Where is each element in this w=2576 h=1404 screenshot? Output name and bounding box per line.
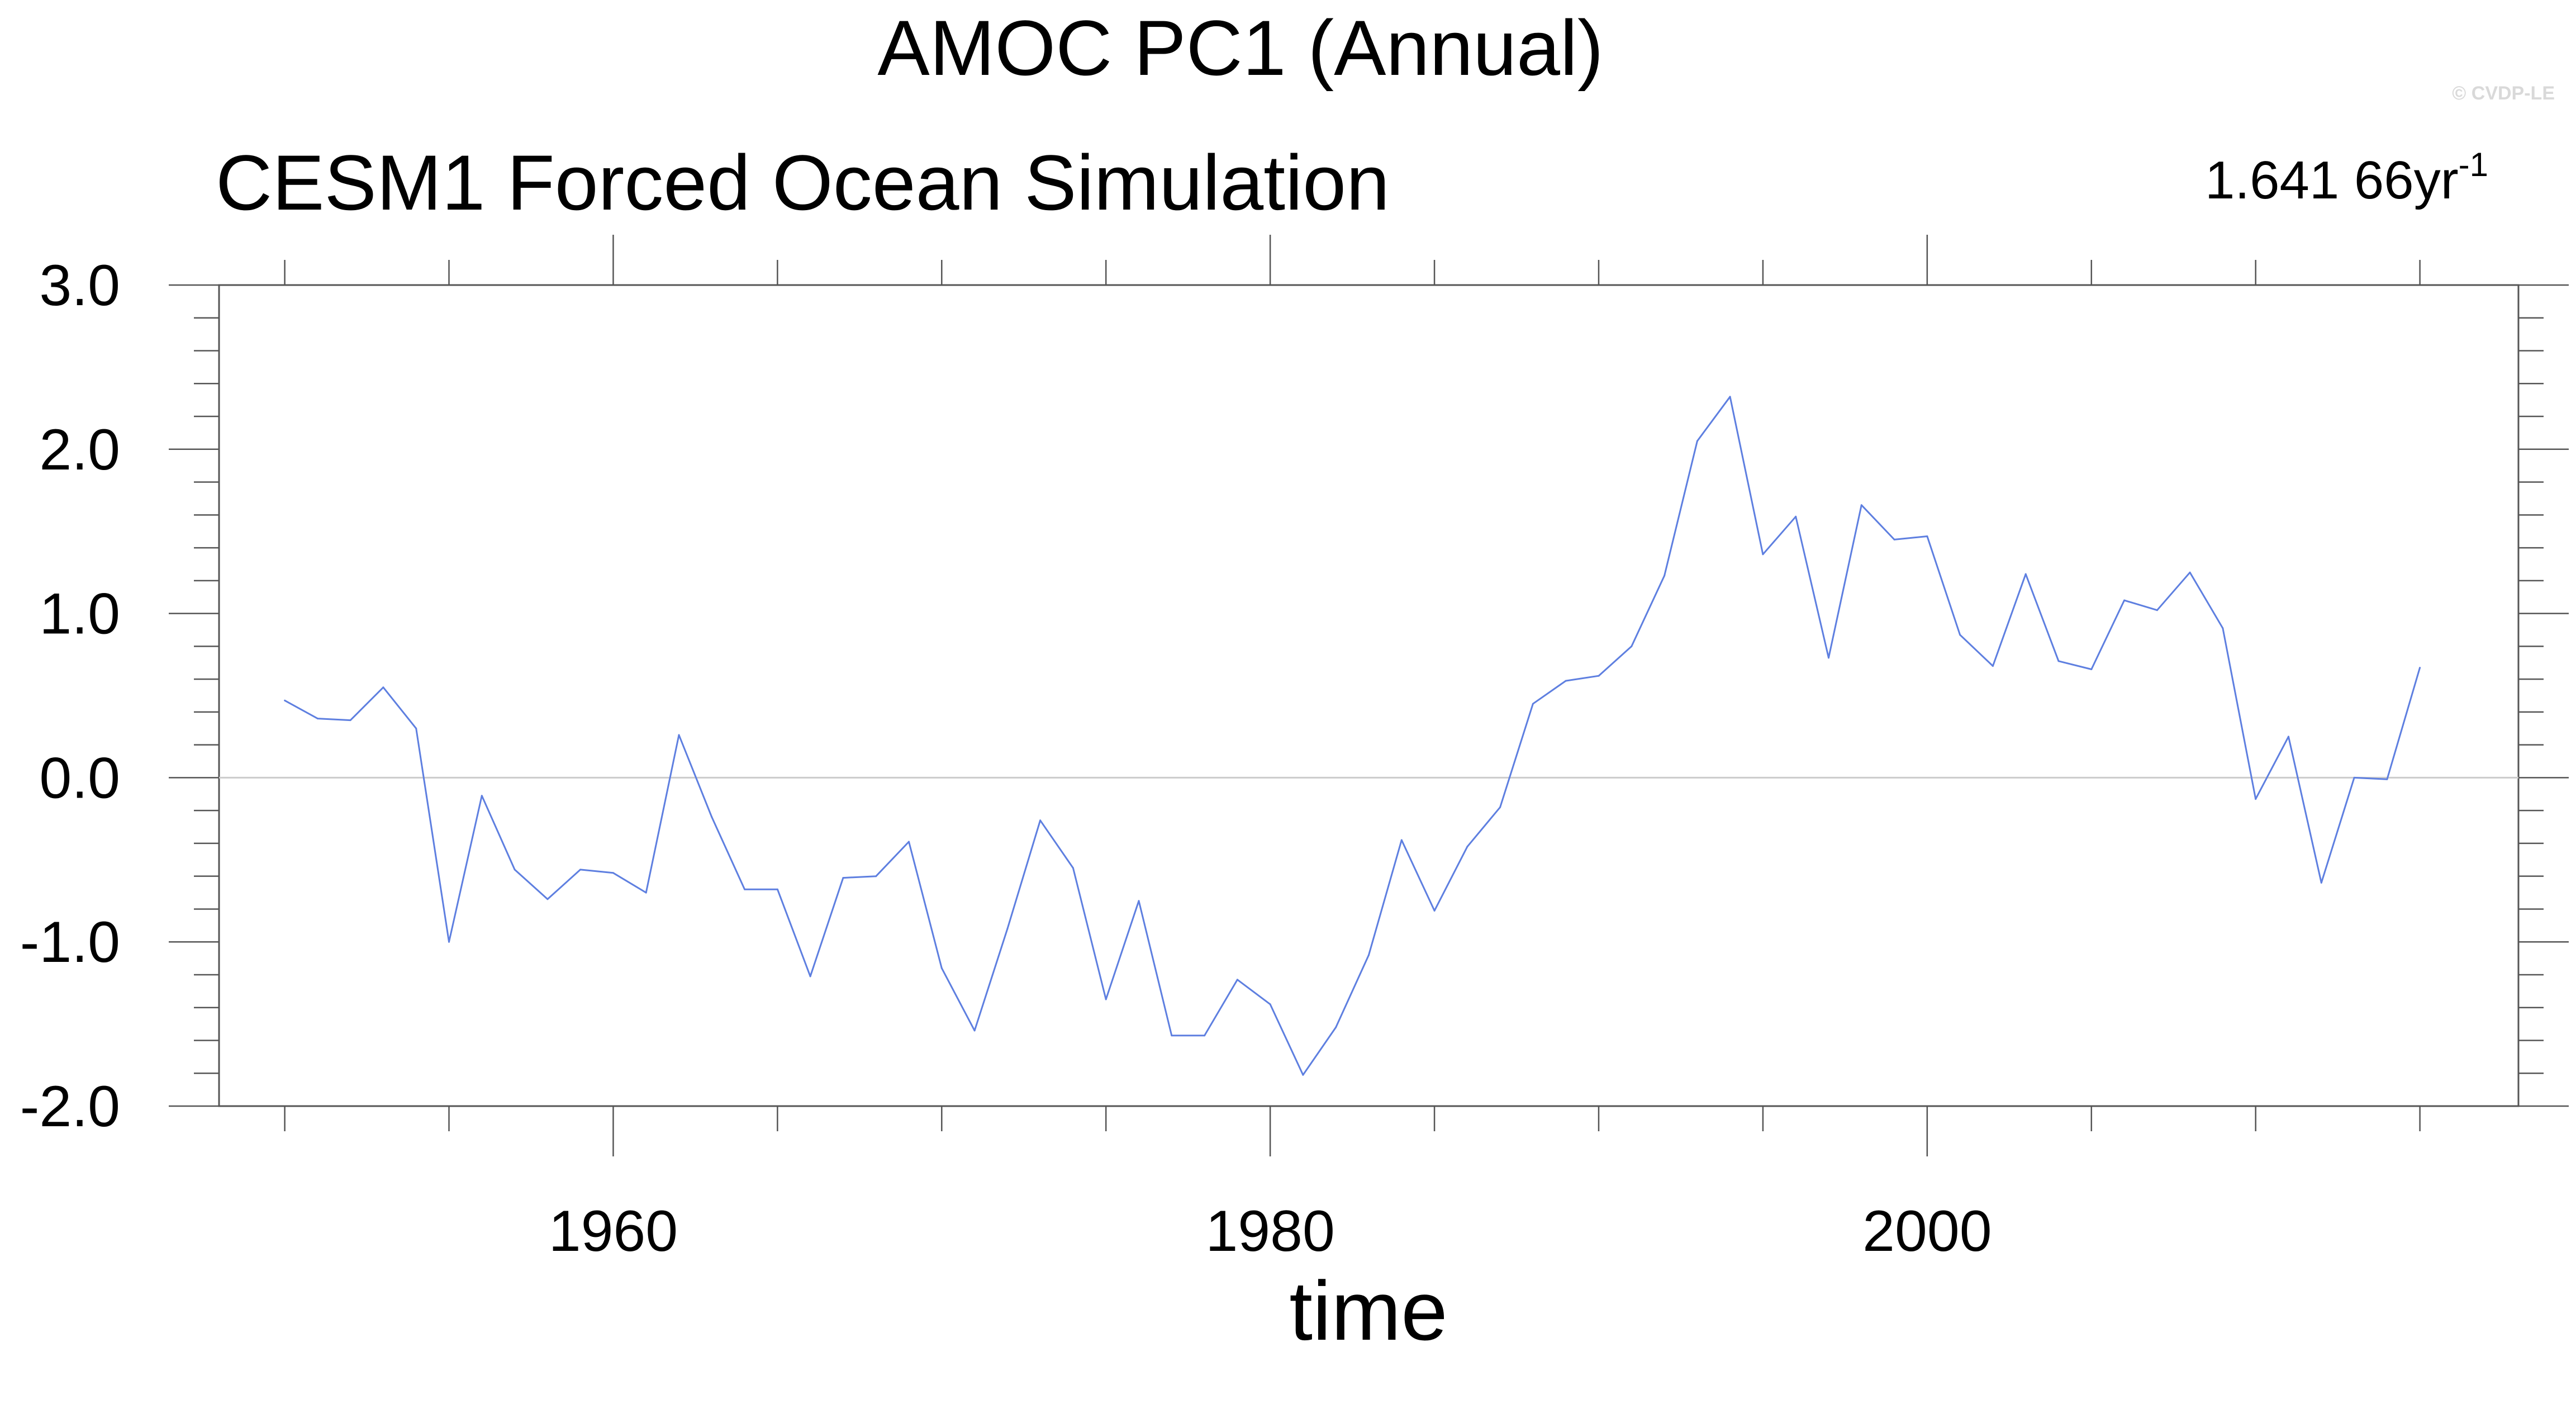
y-tick-label: 1.0 <box>39 582 120 647</box>
data-point <box>612 872 614 874</box>
data-point <box>514 869 516 871</box>
data-point <box>776 888 778 890</box>
data-point <box>284 699 286 701</box>
data-point <box>908 841 910 843</box>
data-point <box>1959 634 1961 636</box>
data-point <box>1400 839 1403 841</box>
data-point <box>1696 440 1698 442</box>
y-axis-tick-labels: 3.0 2.0 1.0 0.0 -1.0 -2.0 <box>20 253 120 1139</box>
data-point <box>349 719 351 722</box>
y-tick-label: 2.0 <box>39 418 120 482</box>
chart-title: AMOC PC1 (Annual) <box>877 4 1603 92</box>
trend-value: 1.641 66yr <box>2205 150 2459 210</box>
data-point <box>744 888 746 890</box>
data-point <box>1138 900 1140 902</box>
data-point <box>2255 798 2257 800</box>
data-point <box>1269 1003 1271 1005</box>
x-tick-label: 1960 <box>549 1199 678 1264</box>
data-point <box>2386 778 2388 780</box>
data-point <box>809 975 811 978</box>
y-axis-ticks <box>169 284 2569 1107</box>
data-point <box>645 891 647 894</box>
data-point <box>1664 575 1666 577</box>
data-point <box>316 718 319 720</box>
data-point <box>1893 538 1895 540</box>
data-point <box>1433 909 1436 912</box>
series-line <box>284 396 2421 1076</box>
trend-label: 1.641 66yr-1 <box>2205 146 2488 210</box>
data-point <box>546 898 549 900</box>
x-axis-tick-labels: 1960 1980 2000 <box>549 1199 1992 1264</box>
data-point <box>579 869 582 871</box>
data-point <box>1171 1035 1173 1037</box>
data-point <box>1236 979 1238 981</box>
data-point <box>875 875 877 878</box>
data-point <box>1105 998 1107 1000</box>
data-point <box>2057 660 2060 662</box>
data-point <box>1762 553 1764 556</box>
data-point <box>2156 609 2158 611</box>
data-point <box>1532 703 1534 705</box>
trend-exponent: -1 <box>2459 146 2488 183</box>
x-axis-label: time <box>1289 1264 1447 1358</box>
y-tick-label: 3.0 <box>39 253 120 318</box>
data-point <box>1565 680 1567 682</box>
data-point <box>2222 627 2224 629</box>
data-point <box>678 734 680 736</box>
x-tick-label: 2000 <box>1862 1199 1992 1264</box>
data-point <box>415 727 417 729</box>
data-point <box>1926 535 1928 537</box>
y-tick-label: 0.0 <box>39 746 120 810</box>
data-point <box>1729 396 1731 398</box>
data-point <box>382 686 384 689</box>
data-point <box>1335 1026 1337 1028</box>
data-point <box>1499 806 1501 808</box>
data-point <box>2090 668 2093 670</box>
data-point <box>1302 1074 1304 1076</box>
data-point <box>2419 667 2421 669</box>
data-point <box>1828 657 1829 659</box>
data-point <box>1466 846 1468 848</box>
data-point <box>842 877 844 879</box>
data-point <box>1598 675 1600 677</box>
data-point <box>2320 881 2322 884</box>
data-point <box>1631 645 1633 647</box>
data-point <box>1006 928 1009 930</box>
data-point <box>1204 1035 1206 1037</box>
chart-subtitle: CESM1 Forced Ocean Simulation <box>216 139 1390 226</box>
plot-frame <box>218 284 2520 1107</box>
y-tick-label: -1.0 <box>20 910 120 975</box>
data-point <box>2189 571 2191 573</box>
series-group <box>284 396 2421 1076</box>
data-point <box>711 816 713 818</box>
data-point <box>1992 665 1994 667</box>
y-tick-label: -2.0 <box>20 1074 120 1139</box>
watermark: © CVDP-LE <box>2452 83 2555 104</box>
data-point <box>2353 776 2355 779</box>
data-point <box>973 1030 976 1032</box>
data-point <box>2024 573 2027 575</box>
data-point <box>1368 954 1370 956</box>
data-point <box>1039 819 1042 822</box>
data-point <box>481 795 483 797</box>
x-tick-label: 1980 <box>1205 1199 1334 1264</box>
data-point <box>2123 599 2126 601</box>
data-point <box>448 941 450 943</box>
data-point <box>940 967 943 969</box>
data-point <box>2288 736 2289 738</box>
data-point <box>1860 504 1862 506</box>
data-point <box>1072 867 1074 869</box>
data-point <box>1795 515 1797 518</box>
x-axis-ticks <box>284 235 2421 1156</box>
